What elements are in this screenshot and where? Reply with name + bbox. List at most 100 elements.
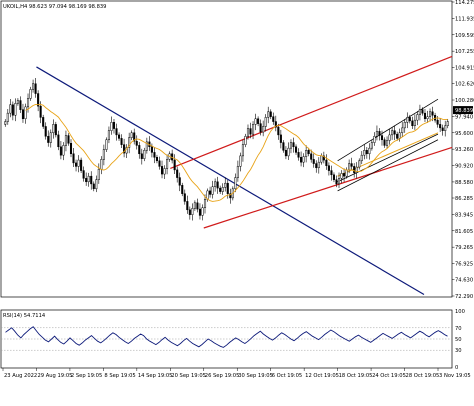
candle [176, 166, 179, 183]
candle-body [337, 178, 341, 185]
candle [297, 148, 300, 161]
candle [67, 133, 70, 146]
candle-body [312, 159, 315, 164]
candle-body [160, 166, 164, 175]
candle [446, 119, 449, 129]
candle [110, 116, 113, 135]
candle-body [32, 83, 35, 90]
rsi-tick-label: 70 [455, 326, 462, 332]
candle-body [62, 145, 65, 156]
candle [90, 171, 93, 190]
candle [325, 154, 328, 170]
candle-body [138, 145, 141, 155]
candle [257, 116, 260, 127]
candle [330, 165, 333, 181]
candle [368, 143, 371, 160]
candle-body [277, 126, 280, 136]
candle-body [300, 157, 303, 163]
candle-body [21, 109, 24, 120]
candle-body [37, 93, 40, 107]
candle-body [297, 152, 300, 158]
candle [426, 110, 429, 123]
candle-body [196, 202, 199, 210]
candle-body [9, 104, 12, 114]
candle [310, 149, 313, 163]
candle-body [110, 122, 113, 131]
candle-body [90, 175, 93, 185]
candle-body [186, 201, 189, 211]
candle [193, 200, 196, 211]
candle [47, 130, 50, 147]
time-tick-label: 8 Sep 19:05 [104, 373, 135, 379]
candle-body [11, 104, 14, 116]
candle [92, 181, 95, 192]
candle-body [120, 138, 123, 145]
candle [209, 186, 212, 198]
candle-body [408, 117, 411, 122]
candle-body [16, 100, 19, 104]
candle [145, 137, 148, 154]
candle-body [257, 118, 260, 124]
candle-body [249, 128, 252, 135]
candle-body [183, 193, 186, 202]
candle-body [272, 116, 275, 122]
candle-body [42, 117, 45, 127]
candle-body [244, 136, 247, 145]
candle-body [418, 109, 421, 115]
candle [370, 140, 373, 151]
candle [391, 127, 394, 140]
candle-body [49, 132, 52, 143]
time-tick-label: 24 Oct 19:05 [372, 373, 406, 379]
candle-body [173, 159, 176, 171]
candle [317, 157, 320, 174]
candle-body [181, 185, 184, 194]
candle-body [431, 111, 434, 116]
candle-body [150, 146, 153, 153]
candle-body [77, 159, 80, 167]
candle [264, 114, 267, 132]
candle [335, 175, 338, 188]
time-tick-label: 2 Sep 19:05 [71, 373, 102, 379]
candle-body [29, 89, 32, 99]
candle-body [75, 162, 78, 167]
candle-body [294, 146, 298, 153]
candle [64, 130, 67, 152]
candle-body [166, 159, 169, 169]
candle [249, 122, 252, 139]
candle-body [19, 100, 22, 110]
candle-body [259, 123, 262, 133]
candle [408, 114, 411, 124]
candle [229, 188, 232, 204]
candle-body [325, 159, 328, 166]
candle [9, 98, 12, 118]
candle-body [274, 121, 277, 128]
candle-body [343, 173, 346, 177]
candle-body [34, 83, 37, 94]
candle [282, 140, 285, 153]
candle-body [67, 135, 70, 144]
rsi-tick-label: 30 [455, 348, 462, 354]
candle-body [80, 159, 83, 171]
candle-body [307, 150, 310, 155]
candle-body [239, 155, 242, 167]
candle [118, 132, 121, 141]
trendline-wedge-lower-2 [337, 139, 439, 192]
candle-body [201, 207, 204, 216]
candle [241, 139, 244, 162]
candle [120, 134, 123, 148]
candle [358, 158, 361, 170]
candle-body [292, 142, 295, 148]
candle [178, 172, 181, 192]
candle [396, 131, 399, 141]
candle-body [85, 178, 88, 183]
candle-body [102, 149, 105, 160]
price-tick-label: 111.935 [455, 16, 474, 22]
price-tick-label: 86.285 [455, 196, 473, 202]
candle-body [345, 169, 348, 177]
candle-body [54, 124, 57, 136]
candle [143, 147, 146, 162]
price-tick-label: 93.260 [455, 147, 473, 153]
candle [138, 142, 141, 159]
price-tick-label: 74.630 [455, 278, 473, 284]
trendline-channel-upper [170, 55, 453, 170]
